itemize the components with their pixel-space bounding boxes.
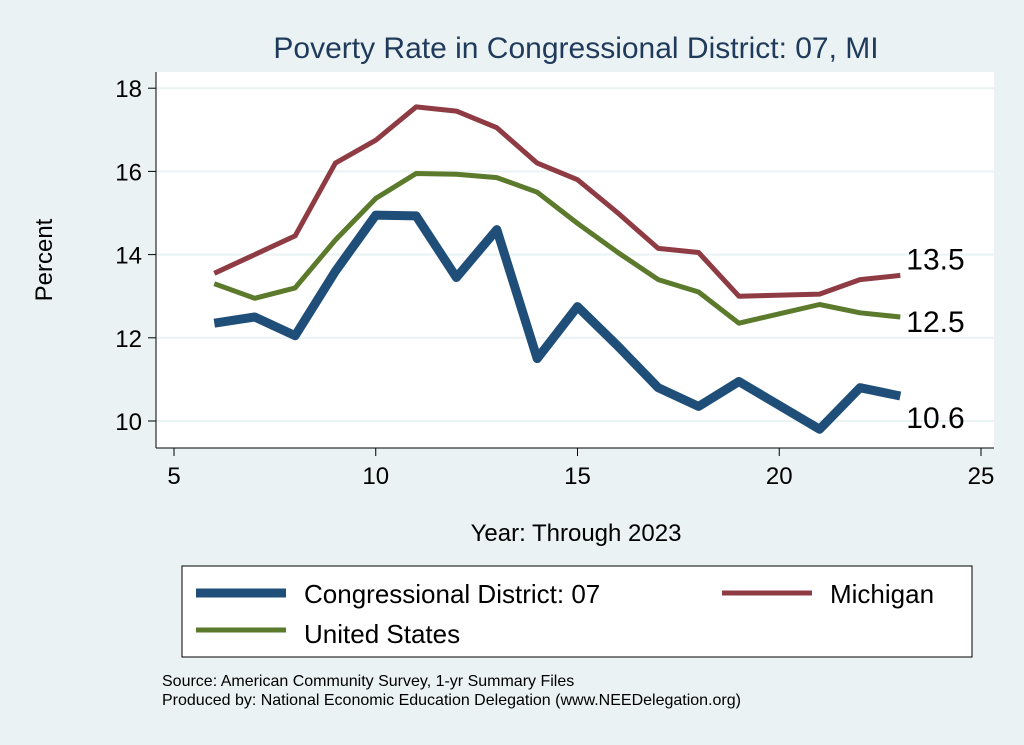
legend-label: Michigan bbox=[830, 579, 934, 609]
end-value-label: 10.6 bbox=[906, 402, 964, 435]
legend bbox=[181, 565, 973, 658]
series-line-0 bbox=[213, 210, 902, 434]
end-labels: 10.6 13.5 12.5 bbox=[906, 243, 964, 435]
end-value-label: 12.5 bbox=[906, 306, 964, 339]
y-tick-label: 18 bbox=[115, 76, 142, 103]
x-tick-label: 15 bbox=[564, 463, 591, 490]
source-note: Source: American Community Survey, 1-yr … bbox=[162, 673, 574, 690]
end-value-label: 13.5 bbox=[906, 243, 964, 276]
plot-area bbox=[156, 72, 994, 448]
x-tick-label: 25 bbox=[968, 463, 995, 490]
legend-label: Congressional District: 07 bbox=[304, 579, 600, 609]
x-tick-label: 20 bbox=[766, 463, 793, 490]
x-tick-label: 10 bbox=[362, 463, 389, 490]
legend-label: United States bbox=[304, 619, 460, 649]
y-ticks: 10 12 14 16 18 bbox=[115, 76, 156, 436]
y-tick-label: 12 bbox=[115, 326, 142, 353]
y-tick-label: 14 bbox=[115, 243, 142, 270]
x-axis-label: Year: Through 2023 bbox=[471, 520, 682, 547]
legend-items: Congressional District: 07 Michigan United… bbox=[196, 579, 934, 649]
series-line-2 bbox=[213, 171, 901, 326]
series-lines bbox=[213, 104, 902, 434]
y-tick-label: 16 bbox=[115, 159, 142, 186]
series-line-1 bbox=[213, 104, 901, 299]
y-axis-label: Percent bbox=[31, 218, 58, 301]
y-tick-label: 10 bbox=[115, 409, 142, 436]
produced-by-note: Produced by: National Economic Education… bbox=[162, 692, 741, 709]
x-ticks: 5 10 15 20 25 bbox=[167, 448, 994, 490]
x-tick-label: 5 bbox=[167, 463, 180, 490]
chart-title: Poverty Rate in Congressional District: … bbox=[273, 32, 878, 65]
